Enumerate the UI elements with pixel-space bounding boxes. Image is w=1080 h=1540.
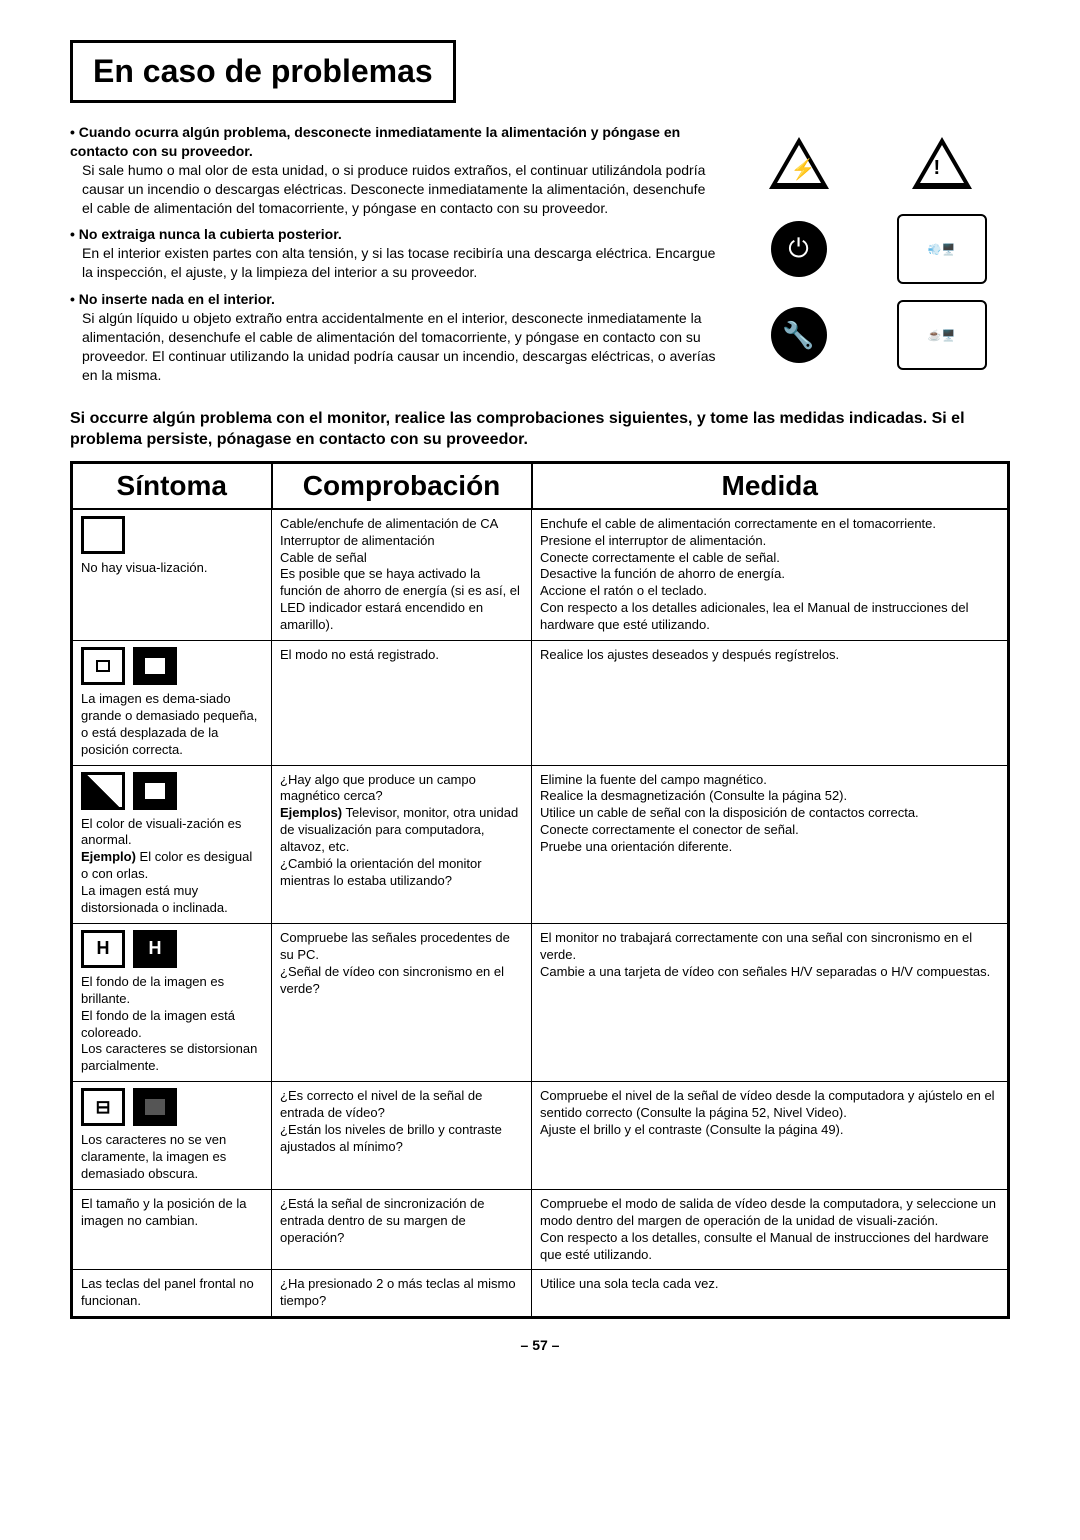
check-cell: ¿Es correcto el nivel de la señal de ent… [272, 1082, 532, 1190]
check-cell: ¿Hay algo que produce un campo magnético… [272, 765, 532, 923]
intro-text: Si occurre algún problema con el monitor… [70, 408, 1010, 451]
action-cell: Compruebe el modo de salida de vídeo des… [532, 1189, 1009, 1270]
header-action: Medida [532, 462, 1009, 509]
table-row: La imagen es dema-siado grande o demasia… [72, 641, 1009, 766]
unplug-circle-icon: ⏻ [730, 209, 867, 289]
table-row: ⊟Los caracteres no se ven claramente, la… [72, 1082, 1009, 1190]
check-cell: Cable/enchufe de alimentación de CAInter… [272, 509, 532, 641]
action-cell: Realice los ajustes deseados y después r… [532, 641, 1009, 766]
check-cell: El modo no está registrado. [272, 641, 532, 766]
warnings-text: Cuando ocurra algún problema, desconecte… [70, 123, 720, 393]
warning-item: No extraiga nunca la cubierta posterior.… [70, 225, 720, 282]
spill-pictogram-icon: ☕🖥️ [873, 295, 1010, 375]
warning-head: Cuando ocurra algún problema, desconecte… [70, 124, 680, 159]
table-row: El color de visuali-zación es anormal.Ej… [72, 765, 1009, 923]
symptom-cell: No hay visua-lización. [72, 509, 272, 641]
symptom-cell: ⊟Los caracteres no se ven claramente, la… [72, 1082, 272, 1190]
warning-head: No inserte nada en el interior. [70, 291, 275, 307]
table-row: El tamaño y la posición de la imagen no … [72, 1189, 1009, 1270]
action-cell: Enchufe el cable de alimentación correct… [532, 509, 1009, 641]
page-title: En caso de problemas [93, 53, 433, 90]
check-cell: Compruebe las señales procedentes de su … [272, 923, 532, 1081]
action-cell: Compruebe el nivel de la señal de vídeo … [532, 1082, 1009, 1190]
table-row: HHEl fondo de la imagen es brillante.El … [72, 923, 1009, 1081]
action-cell: Elimine la fuente del campo magnético.Re… [532, 765, 1009, 923]
troubleshooting-table: Síntoma Comprobación Medida No hay visua… [70, 461, 1010, 1320]
warning-item: Cuando ocurra algún problema, desconecte… [70, 123, 720, 217]
table-row: Las teclas del panel frontal no funciona… [72, 1270, 1009, 1318]
symptom-cell: El color de visuali-zación es anormal.Ej… [72, 765, 272, 923]
warning-body: En el interior existen partes con alta t… [82, 244, 720, 282]
check-cell: ¿Está la señal de sincronización de entr… [272, 1189, 532, 1270]
smoke-pictogram-icon: 💨🖥️ [873, 209, 1010, 289]
symptom-cell: El tamaño y la posición de la imagen no … [72, 1189, 272, 1270]
header-check: Comprobación [272, 462, 532, 509]
warning-body: Si algún líquido u objeto extraño entra … [82, 309, 720, 385]
symptom-cell: Las teclas del panel frontal no funciona… [72, 1270, 272, 1318]
warnings-section: Cuando ocurra algún problema, desconecte… [70, 123, 1010, 393]
page-number: – 57 – [70, 1337, 1010, 1353]
symptom-cell: La imagen es dema-siado grande o demasia… [72, 641, 272, 766]
check-cell: ¿Ha presionado 2 o más teclas al mismo t… [272, 1270, 532, 1318]
symptom-cell: HHEl fondo de la imagen es brillante.El … [72, 923, 272, 1081]
warning-head: No extraiga nunca la cubierta posterior. [70, 226, 342, 242]
header-symptom: Síntoma [72, 462, 272, 509]
action-cell: El monitor no trabajará correctamente co… [532, 923, 1009, 1081]
table-row: No hay visua-lización.Cable/enchufe de a… [72, 509, 1009, 641]
exclamation-triangle-icon: ! [873, 123, 1010, 203]
action-cell: Utilice una sola tecla cada vez. [532, 1270, 1009, 1318]
page-title-box: En caso de problemas [70, 40, 456, 103]
lightning-triangle-icon: ⚡ [730, 123, 867, 203]
warning-icons: ⚡ ! ⏻ 💨🖥️ 🔧 ☕🖥️ [730, 123, 1010, 393]
warning-body: Si sale humo o mal olor de esta unidad, … [82, 161, 720, 218]
warning-item: No inserte nada en el interior. Si algún … [70, 290, 720, 384]
no-open-circle-icon: 🔧 [730, 295, 867, 375]
